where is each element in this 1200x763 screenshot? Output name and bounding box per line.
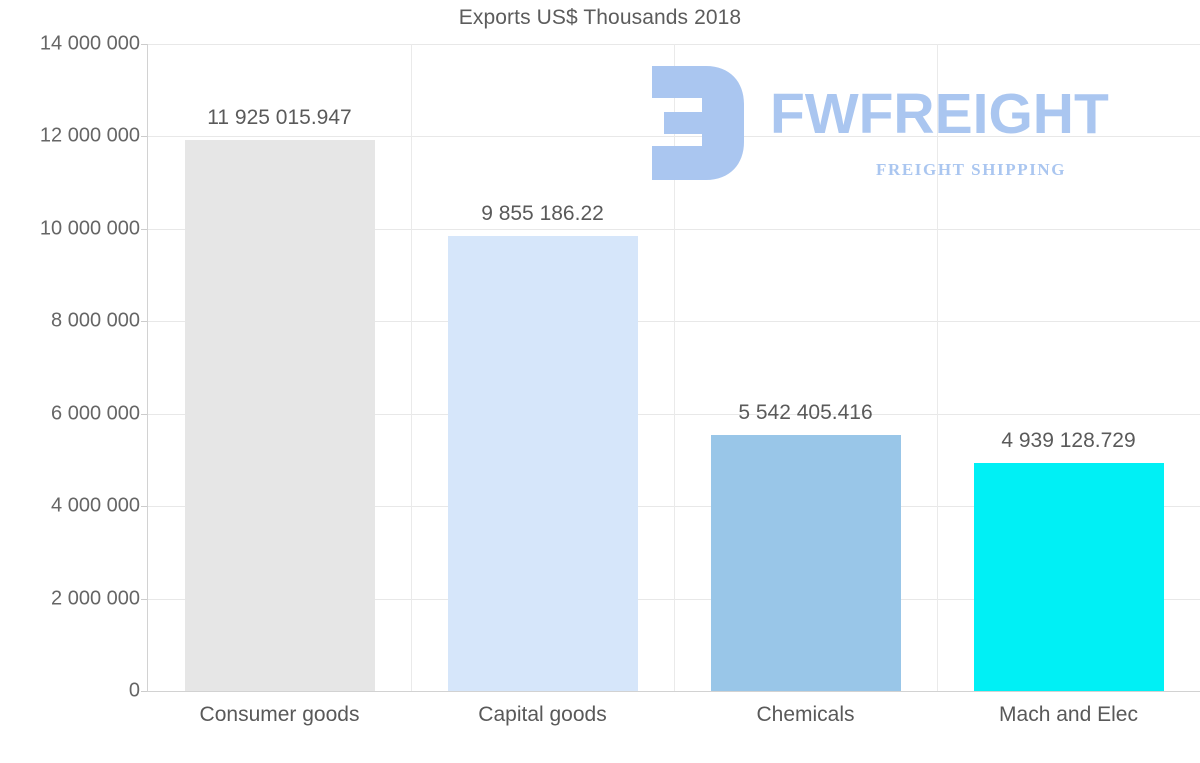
y-axis-tick-mark xyxy=(141,44,148,45)
y-axis-tick-label: 12 000 000 xyxy=(39,124,140,147)
y-axis-tick-mark xyxy=(141,413,148,415)
y-axis-tick-label: 10 000 000 xyxy=(39,217,140,240)
gridline-vertical xyxy=(937,44,938,691)
chart-title: Exports US$ Thousands 2018 xyxy=(458,6,742,29)
bar-value-label: 9 855 186.22 xyxy=(481,201,604,225)
y-axis-tick-mark xyxy=(141,691,148,692)
y-axis-tick-label: 8 000 000 xyxy=(51,309,140,332)
y-axis-tick-label: 0 xyxy=(128,679,140,702)
x-axis-category-label: Chemicals xyxy=(756,703,855,726)
x-axis-category-label: Consumer goods xyxy=(199,703,360,726)
y-axis-tick-label: 4 000 000 xyxy=(51,494,140,517)
bar-value-label: 4 939 128.729 xyxy=(1001,428,1136,452)
y-axis-tick-label: 14 000 000 xyxy=(39,32,140,55)
bar[interactable] xyxy=(447,235,638,691)
gridline-vertical xyxy=(411,44,412,691)
y-axis-tick-label: 6 000 000 xyxy=(51,402,140,425)
bar[interactable] xyxy=(184,139,375,691)
y-axis-tick-mark xyxy=(141,598,148,600)
gridline-vertical xyxy=(674,44,675,691)
y-axis-tick-mark xyxy=(141,321,148,323)
y-axis-tick-mark xyxy=(141,228,148,230)
plot-area: 11 925 015.947 9 855 186.22 5 542 405.416 4… xyxy=(148,44,1200,692)
x-axis-category-label: Capital goods xyxy=(478,703,607,726)
bar[interactable] xyxy=(973,462,1164,691)
y-axis-tick-mark xyxy=(141,506,148,508)
y-axis-tick-mark xyxy=(141,136,148,138)
y-axis-line xyxy=(147,44,148,692)
x-axis-category-label: Mach and Elec xyxy=(999,703,1138,726)
bar-value-label: 11 925 015.947 xyxy=(207,105,352,129)
bar-value-label: 5 542 405.416 xyxy=(738,400,873,424)
bar[interactable] xyxy=(710,434,901,691)
x-axis-line xyxy=(148,691,1200,692)
y-axis-tick-label: 2 000 000 xyxy=(51,587,140,610)
